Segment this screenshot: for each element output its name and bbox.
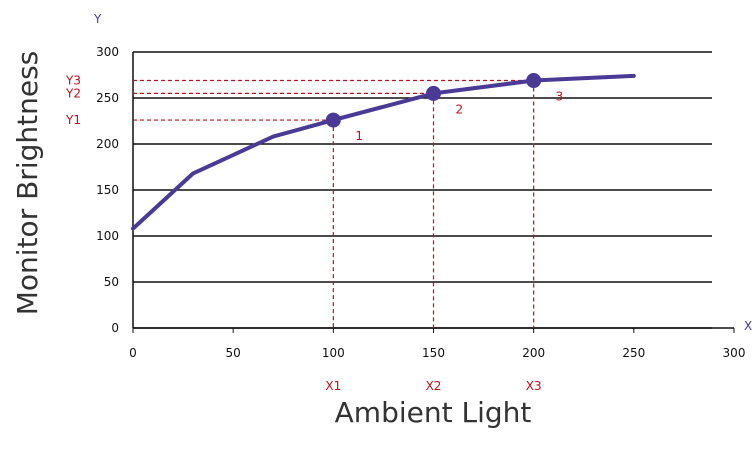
y-tick-label-100: 100 — [96, 229, 119, 243]
point-marker-2 — [426, 85, 441, 101]
x-tick-label-200: 200 — [522, 346, 545, 360]
x-tick-label-50: 50 — [226, 346, 241, 360]
y-tick-label-150: 150 — [96, 183, 119, 197]
y-tick-label-200: 200 — [96, 137, 119, 151]
point-label-3: 3 — [556, 90, 564, 104]
point-annotations: 1 X1 Y1 2 X2 Y2 3 X3 Y3 — [65, 74, 563, 393]
point-marker-1 — [325, 112, 341, 128]
y-marker-label-3: Y3 — [65, 74, 81, 88]
y-tick-label-250: 250 — [96, 91, 119, 105]
y-tick-labels: 0 50 100 150 200 250 300 — [96, 45, 119, 335]
x-axis-letter: X — [744, 319, 752, 333]
y-tick-label-50: 50 — [104, 275, 119, 289]
point-label-2: 2 — [456, 102, 464, 116]
point-markers — [325, 73, 542, 128]
guide-lines — [133, 79, 535, 328]
y-axis-title: Monitor Brightness — [11, 51, 44, 315]
y-tick-label-0: 0 — [111, 321, 119, 335]
x-tick-label-100: 100 — [322, 346, 345, 360]
x-axis-title: Ambient Light — [335, 396, 532, 429]
x-tick-labels: 0 50 100 150 200 250 300 — [129, 346, 745, 360]
point-label-1: 1 — [355, 129, 363, 143]
point-marker-3 — [526, 73, 542, 89]
y-marker-label-2: Y2 — [65, 86, 81, 100]
y-marker-label-1: Y1 — [65, 113, 81, 127]
x-marker-label-3: X3 — [526, 379, 542, 393]
x-tick-label-0: 0 — [129, 346, 137, 360]
y-tick-label-300: 300 — [96, 45, 119, 59]
x-marker-label-1: X1 — [325, 379, 341, 393]
y-axis-letter: Y — [93, 12, 102, 26]
x-marker-label-2: X2 — [426, 379, 442, 393]
x-tick-label-150: 150 — [422, 346, 445, 360]
x-tick-label-300: 300 — [723, 346, 746, 360]
x-tick-label-250: 250 — [622, 346, 645, 360]
